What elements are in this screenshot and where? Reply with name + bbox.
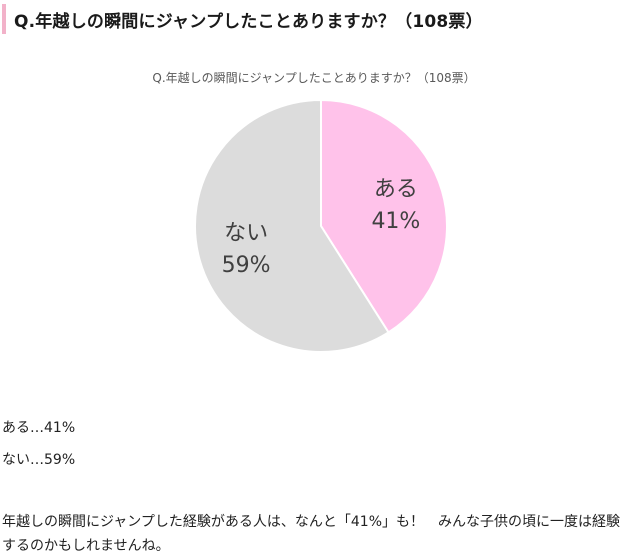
result-line-yes: ある…41%	[2, 420, 76, 436]
slice-value-0: 41%	[371, 209, 420, 234]
slice-value-1: 59%	[222, 253, 271, 278]
slice-label-1: ない	[224, 221, 268, 246]
pie-chart: Q.年越しの瞬間にジャンプしたことありますか？（108票） ある 41% ない 59%	[0, 60, 628, 360]
article-heading: Q.年越しの瞬間にジャンプしたことありますか？（108票）	[2, 4, 622, 34]
slice-label-0: ある	[374, 177, 418, 202]
heading-title: Q.年越しの瞬間にジャンプしたことありますか？（108票）	[14, 11, 483, 32]
pie-slice-1	[194, 98, 390, 353]
pie-chart-svg: Q.年越しの瞬間にジャンプしたことありますか？（108票） ある 41% ない 59%	[152, 71, 476, 353]
chart-title: Q.年越しの瞬間にジャンプしたことありますか？（108票）	[152, 71, 475, 85]
body-paragraph: 年越しの瞬間にジャンプした経験がある人は、なんと「41%」も！ みんな子供の頃に…	[2, 514, 620, 554]
result-line-no: ない…59%	[2, 452, 76, 468]
